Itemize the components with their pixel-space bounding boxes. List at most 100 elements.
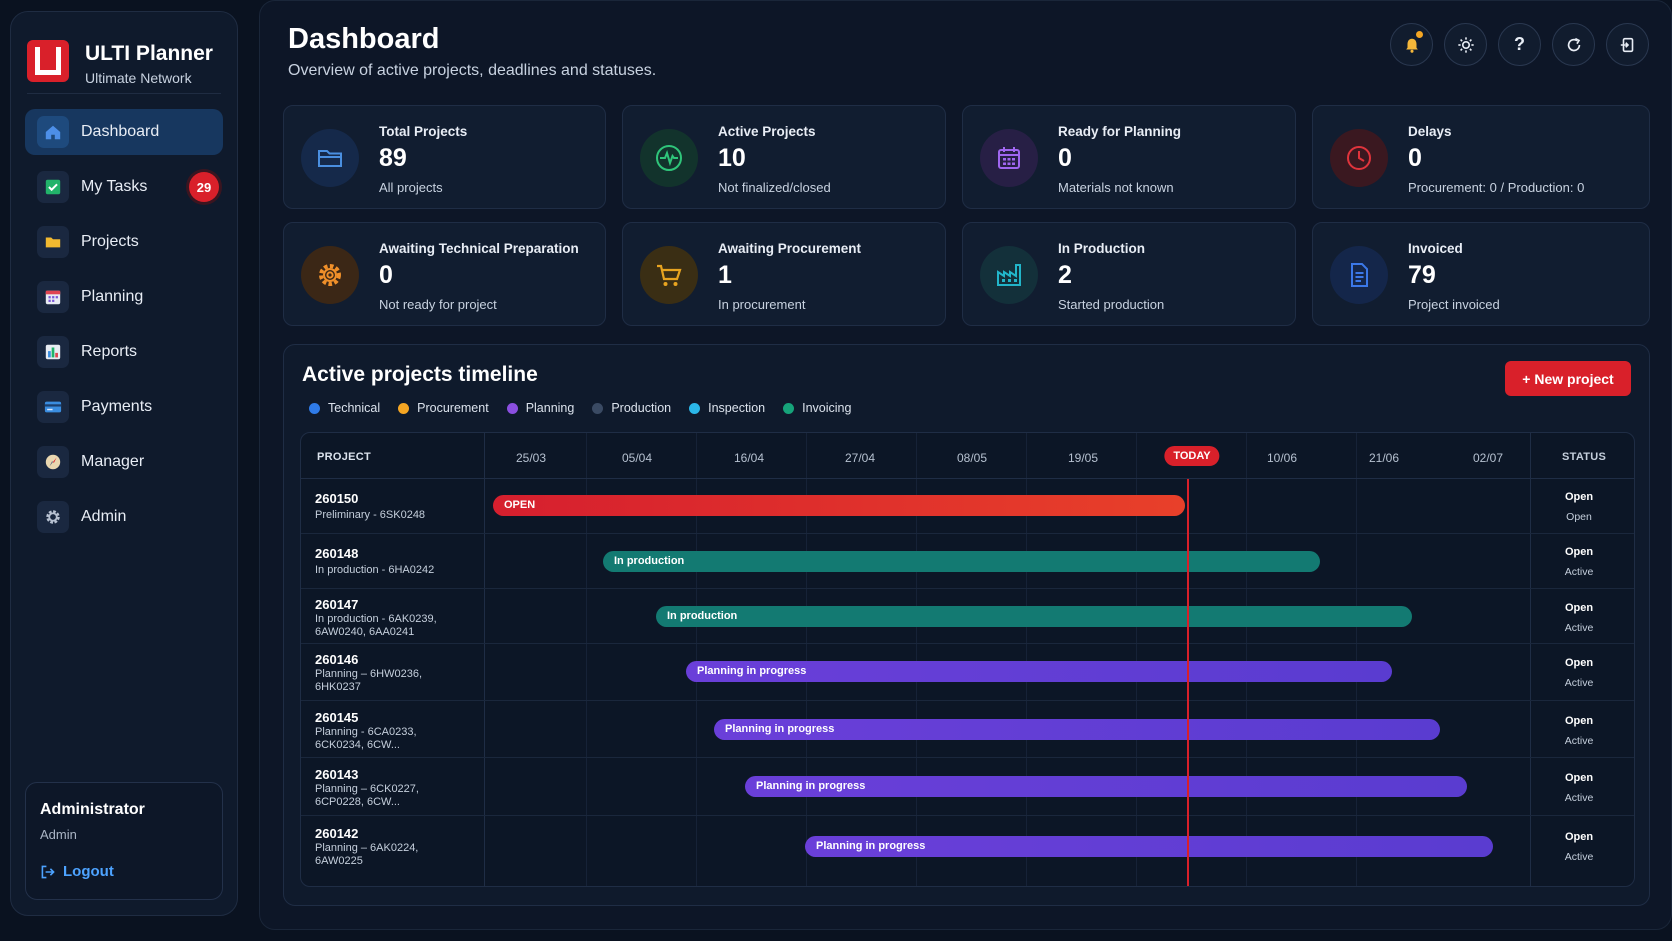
- project-description: Planning – 6CK0227, 6CP0228, 6CW...: [315, 783, 419, 808]
- table-row[interactable]: 260150 Preliminary - 6SK0248 OPEN Open O…: [301, 479, 1634, 534]
- folder-icon: [301, 129, 359, 187]
- logout-button[interactable]: Logout: [40, 863, 114, 880]
- project-id: 260147: [315, 597, 359, 612]
- project-id: 260142: [315, 826, 359, 841]
- document-icon: [1330, 246, 1388, 304]
- logout-icon: [41, 865, 55, 878]
- stat-subtitle: In procurement: [718, 297, 806, 312]
- timeline-header: PROJECT 25/03 05/04 16/04 27/04 08/05 19…: [301, 433, 1634, 479]
- logout-label: Logout: [63, 863, 114, 880]
- sidebar-item-admin[interactable]: Admin: [25, 494, 223, 540]
- date-label: 10/06: [1266, 451, 1298, 465]
- gridline: [916, 433, 917, 886]
- timeline-bar[interactable]: Planning in progress: [745, 776, 1467, 797]
- timeline-legend: Technical Procurement Planning Productio…: [309, 401, 851, 415]
- sidebar-item-label: Admin: [81, 508, 127, 525]
- sidebar: ULTI Planner Ultimate Network Dashboard …: [10, 11, 238, 916]
- stat-card-delays[interactable]: Delays 0 Procurement: 0 / Production: 0: [1312, 105, 1650, 209]
- help-button[interactable]: ?: [1498, 23, 1541, 66]
- notification-dot: [1416, 31, 1423, 38]
- stat-card-invoiced[interactable]: Invoiced 79 Project invoiced: [1312, 222, 1650, 326]
- new-project-button[interactable]: + New project: [1505, 361, 1631, 396]
- sidebar-item-projects[interactable]: Projects: [25, 219, 223, 265]
- table-row[interactable]: 260148 In production - 6HA0242 In produc…: [301, 534, 1634, 589]
- stat-subtitle: All projects: [379, 180, 443, 195]
- table-row[interactable]: 260147 In production - 6AK0239, 6AW0240,…: [301, 589, 1634, 644]
- sidebar-item-dashboard[interactable]: Dashboard: [25, 109, 223, 155]
- sidebar-item-manager[interactable]: Manager: [25, 439, 223, 485]
- stat-value: 10: [718, 144, 746, 172]
- gear-icon: [301, 246, 359, 304]
- stat-card-active-projects[interactable]: Active Projects 10 Not finalized/closed: [622, 105, 946, 209]
- stat-card-total-projects[interactable]: Total Projects 89 All projects: [283, 105, 606, 209]
- status-label: Open: [1564, 491, 1594, 503]
- stat-card-awaiting-procurement[interactable]: Awaiting Procurement 1 In procurement: [622, 222, 946, 326]
- exit-button[interactable]: [1606, 23, 1649, 66]
- bar-chart-icon: [37, 336, 69, 368]
- project-description: Preliminary - 6SK0248: [315, 509, 426, 521]
- timeline-title: Active projects timeline: [302, 363, 538, 386]
- status-sublabel: Active: [1564, 792, 1594, 804]
- timeline-bar[interactable]: Planning in progress: [714, 719, 1440, 740]
- sidebar-item-reports[interactable]: Reports: [25, 329, 223, 375]
- stat-value: 1: [718, 261, 732, 289]
- project-id: 260148: [315, 546, 359, 561]
- stat-card-in-production[interactable]: In Production 2 Started production: [962, 222, 1296, 326]
- stat-title: Ready for Planning: [1058, 124, 1182, 139]
- sidebar-item-label: Manager: [81, 453, 145, 470]
- brand-title: ULTI Planner: [85, 42, 213, 65]
- credit-card-icon: [37, 391, 69, 423]
- sidebar-item-label: Reports: [81, 343, 138, 360]
- project-description: In production - 6HA0242: [315, 564, 435, 576]
- logo-icon: [27, 40, 69, 82]
- table-row[interactable]: 260146 Planning – 6HW0236, 6HK0237 Plann…: [301, 644, 1634, 701]
- timeline-bar[interactable]: OPEN: [493, 495, 1185, 516]
- legend-item-planning: Planning: [506, 401, 574, 415]
- status-label: Open: [1564, 546, 1594, 558]
- gridline: [696, 433, 697, 886]
- status-sublabel: Active: [1564, 622, 1594, 634]
- check-icon: [37, 171, 69, 203]
- timeline-bar[interactable]: In production: [603, 551, 1320, 572]
- stat-subtitle: Not ready for project: [379, 297, 497, 312]
- table-row[interactable]: 260145 Planning - 6CA0233, 6CK0234, 6CW.…: [301, 701, 1634, 758]
- stat-title: Invoiced: [1408, 241, 1463, 256]
- sidebar-item-my-tasks[interactable]: My Tasks 29: [25, 164, 223, 210]
- stat-subtitle: Materials not known: [1058, 180, 1174, 195]
- project-id: 260146: [315, 652, 359, 667]
- calendar-icon: [37, 281, 69, 313]
- timeline-bar[interactable]: Planning in progress: [686, 661, 1392, 682]
- sidebar-item-planning[interactable]: Planning: [25, 274, 223, 320]
- table-row[interactable]: 260142 Planning – 6AK0224, 6AW0225 Plann…: [301, 816, 1634, 886]
- stat-title: Awaiting Procurement: [718, 241, 862, 256]
- sidebar-item-payments[interactable]: Payments: [25, 384, 223, 430]
- refresh-button[interactable]: [1552, 23, 1595, 66]
- stat-card-ready-for-planning[interactable]: Ready for Planning 0 Materials not known: [962, 105, 1296, 209]
- stat-card-awaiting-technical[interactable]: Awaiting Technical Preparation 0 Not rea…: [283, 222, 606, 326]
- gridline: [1246, 433, 1247, 886]
- home-icon: [37, 116, 69, 148]
- status-sublabel: Active: [1564, 677, 1594, 689]
- refresh-icon: [1567, 37, 1580, 51]
- page-title: Dashboard: [288, 23, 440, 55]
- stat-subtitle: Project invoiced: [1408, 297, 1500, 312]
- theme-toggle-button[interactable]: [1444, 23, 1487, 66]
- clock-icon: [1330, 129, 1388, 187]
- pulse-icon: [640, 129, 698, 187]
- table-row[interactable]: 260143 Planning – 6CK0227, 6CP0228, 6CW.…: [301, 758, 1634, 816]
- timeline-bar[interactable]: Planning in progress: [805, 836, 1493, 857]
- factory-icon: [980, 246, 1038, 304]
- stat-title: In Production: [1058, 241, 1145, 256]
- date-label: 08/05: [956, 451, 988, 465]
- notifications-button[interactable]: [1390, 23, 1433, 66]
- timeline-bar[interactable]: In production: [656, 606, 1412, 627]
- date-label: 25/03: [515, 451, 547, 465]
- gridline: [806, 433, 807, 886]
- status-column-header: STATUS: [1562, 451, 1607, 463]
- status-sublabel: Active: [1564, 566, 1594, 578]
- legend-item-invoicing: Invoicing: [783, 401, 851, 415]
- page-subtitle: Overview of active projects, deadlines a…: [288, 62, 657, 79]
- projects-timeline: Active projects timeline + New project T…: [283, 344, 1650, 906]
- stat-value: 0: [1408, 144, 1422, 172]
- gridline: [1136, 433, 1137, 886]
